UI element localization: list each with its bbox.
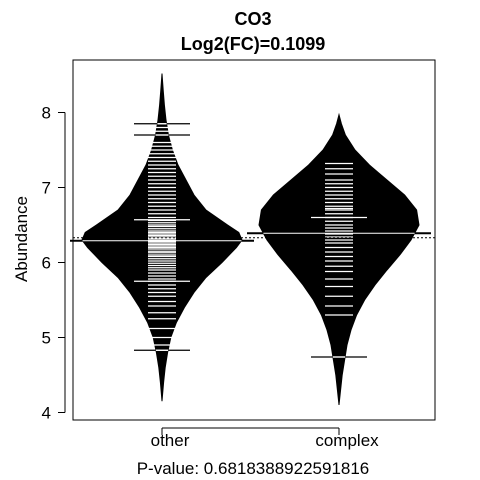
- chart-subtitle: Log2(FC)=0.1099: [181, 34, 326, 54]
- bean-density-shape: [258, 112, 420, 406]
- y-tick-label: 4: [42, 404, 51, 423]
- x-axis: other complex: [151, 427, 379, 450]
- y-axis: 4 5 6 7 8: [42, 104, 66, 423]
- y-tick-label: 5: [42, 329, 51, 348]
- chart-title: CO3: [234, 9, 271, 29]
- x-tick-label-other: other: [151, 431, 190, 450]
- bean-complex: [247, 112, 431, 406]
- bean-group: [70, 73, 431, 406]
- y-tick-label: 7: [42, 179, 51, 198]
- p-value-label: P-value: 0.6818388922591816: [137, 459, 370, 478]
- y-tick-label: 8: [42, 104, 51, 123]
- plot-frame: [72, 59, 436, 421]
- y-tick-label: 6: [42, 254, 51, 273]
- y-axis-label: Abundance: [12, 196, 31, 282]
- x-tick-label-complex: complex: [315, 431, 379, 450]
